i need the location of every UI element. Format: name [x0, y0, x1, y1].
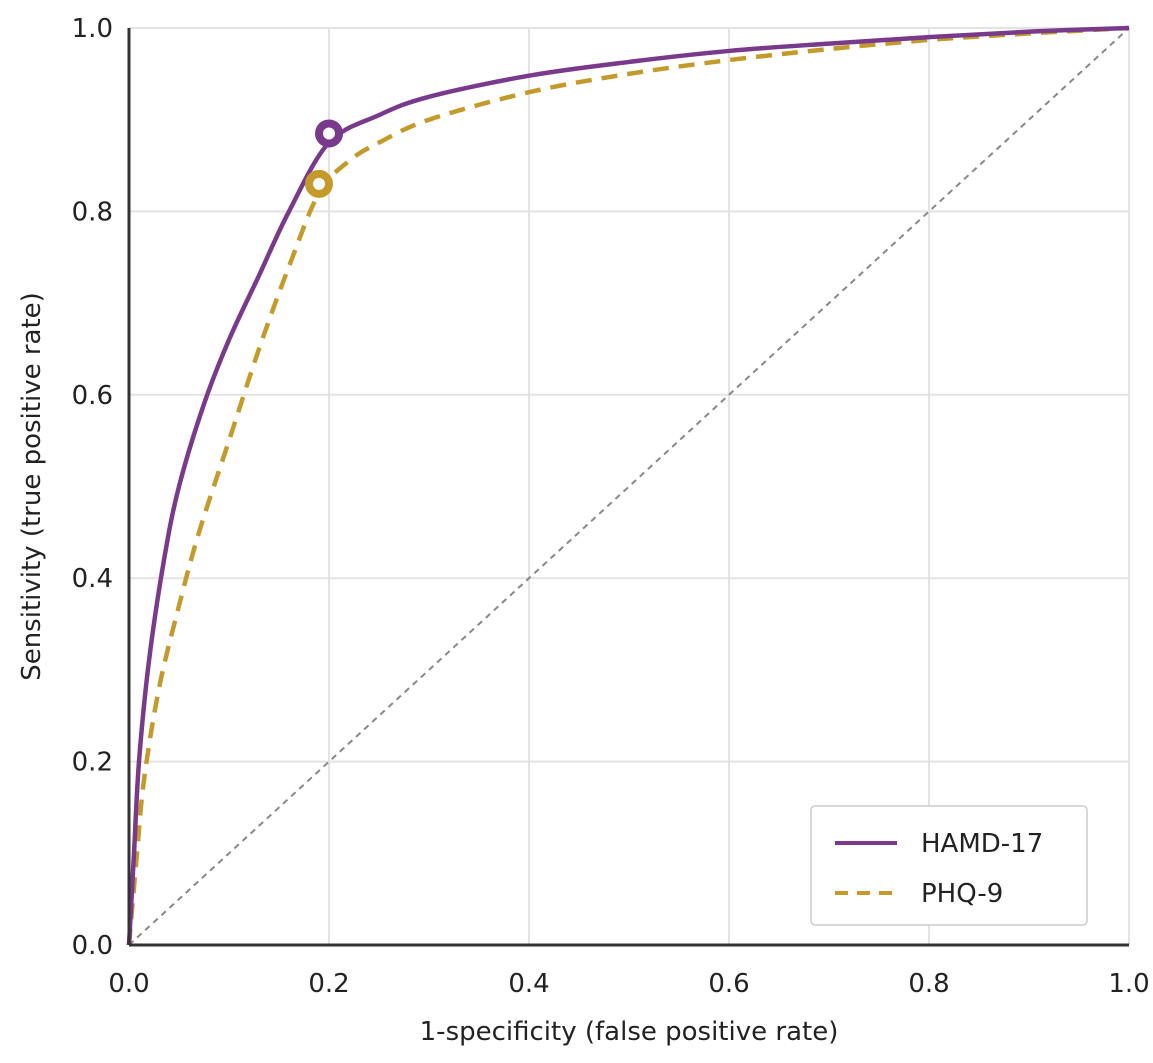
legend: HAMD-17 PHQ-9 [810, 805, 1088, 926]
x-tick-label: 0.4 [508, 969, 549, 999]
grid-lines [129, 27, 1130, 945]
x-tick-label: 0.8 [908, 969, 949, 999]
tick-labels: 0.0 0.2 0.4 0.6 0.8 1.0 0.0 0.2 0.4 0.6 0.8 1.0 [72, 14, 1150, 999]
legend-label-phq-9: PHQ-9 [921, 879, 1003, 909]
series-line-phq-9 [126, 25, 1130, 946]
cutoff-point-hamd-17 [315, 119, 343, 148]
series-lines [126, 25, 1130, 946]
legend-label-hamd-17: HAMD-17 [921, 829, 1043, 859]
y-tick-label: 0.2 [72, 748, 113, 778]
x-tick-label: 0.2 [308, 969, 349, 999]
y-tick-label: 0.8 [72, 197, 113, 227]
x-tick-label: 0.0 [108, 969, 149, 999]
x-axis-title: 1-specificity (false positive rate) [420, 1017, 839, 1047]
cutoff-point-phq-9 [305, 169, 333, 198]
axes [127, 28, 1129, 947]
y-tick-label: 0.6 [72, 381, 113, 411]
x-tick-label: 1.0 [1108, 969, 1149, 999]
series-line-hamd-17 [126, 25, 1130, 946]
y-tick-label: 0.0 [72, 931, 113, 961]
y-axis-title: Sensitivity (true positive rate) [17, 292, 47, 681]
y-tick-label: 1.0 [72, 14, 113, 44]
y-tick-label: 0.4 [72, 564, 113, 594]
x-tick-label: 0.6 [708, 969, 749, 999]
legend-box [810, 805, 1088, 926]
